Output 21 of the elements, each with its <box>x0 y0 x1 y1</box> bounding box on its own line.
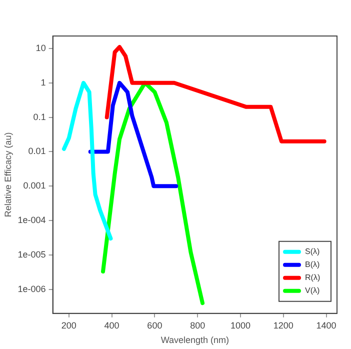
legend-label: R(λ) <box>305 273 320 282</box>
y-tick-label: 1e-005 <box>18 249 46 260</box>
x-tick-label: 800 <box>190 320 206 330</box>
x-tick-label: 1200 <box>273 320 294 330</box>
legend-label: S(λ) <box>305 247 320 256</box>
y-axis-title: Relative Efficacy (au) <box>2 132 13 218</box>
y-tick-label: 0.01 <box>28 146 46 156</box>
y-tick-label: 1e-004 <box>18 215 46 225</box>
x-tick-label: 1400 <box>316 320 336 330</box>
x-tick-label: 400 <box>104 320 120 330</box>
y-tick-label: 0.001 <box>23 180 46 191</box>
y-tick-label: 10 <box>36 42 46 53</box>
y-tick-label: 1e-006 <box>18 284 46 294</box>
legend-label: B(λ) <box>305 260 320 270</box>
legend-label: V(λ) <box>305 286 320 296</box>
x-tick-label: 1000 <box>230 320 251 330</box>
y-tick-label: 0.1 <box>33 112 46 122</box>
x-tick-label: 200 <box>61 320 76 330</box>
y-tick-label: 1 <box>40 77 46 88</box>
x-axis-title: Wavelength (nm) <box>160 335 230 346</box>
x-tick-label: 600 <box>147 320 162 330</box>
